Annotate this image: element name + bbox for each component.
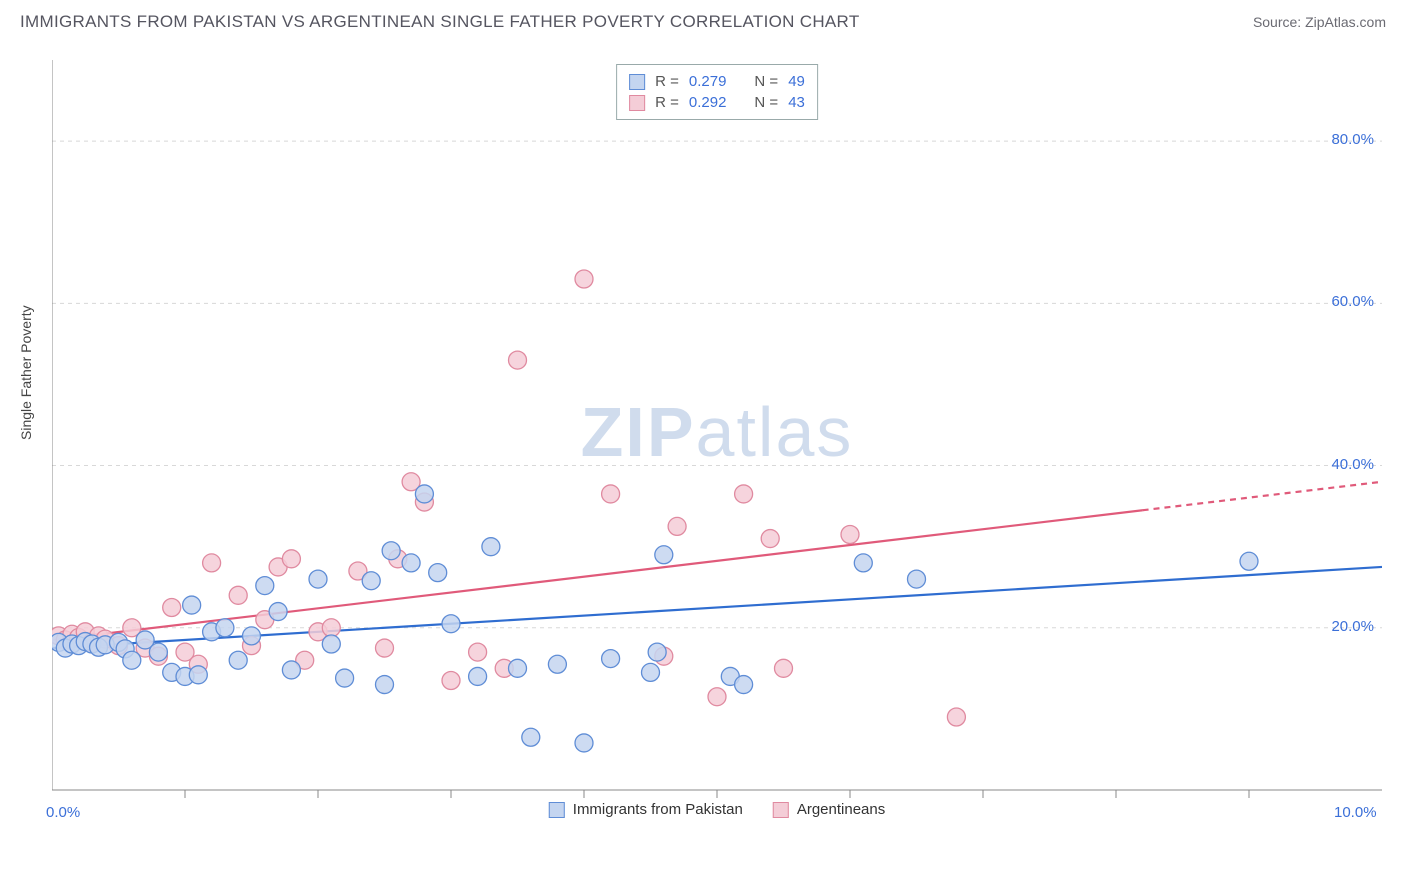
scatter-plot-svg (52, 60, 1382, 820)
legend-swatch-icon (773, 802, 789, 818)
legend-swatch-0 (629, 74, 645, 90)
r-value-1: 0.292 (689, 94, 727, 111)
y-tick-label: 80.0% (1331, 131, 1374, 148)
chart-header: IMMIGRANTS FROM PAKISTAN VS ARGENTINEAN … (0, 0, 1406, 40)
legend-label-0: Immigrants from Pakistan (573, 801, 743, 818)
legend-stats-box: R = 0.279 N = 49 R = 0.292 N = 43 (616, 64, 818, 120)
legend-stats-row-0: R = 0.279 N = 49 (629, 71, 805, 92)
n-value-0: 49 (788, 73, 805, 90)
bottom-legend: Immigrants from Pakistan Argentineans (549, 801, 885, 818)
y-tick-label: 20.0% (1331, 618, 1374, 635)
legend-swatch-icon (549, 802, 565, 818)
x-tick-label: 0.0% (46, 804, 80, 821)
bottom-legend-item-0: Immigrants from Pakistan (549, 801, 743, 818)
bottom-legend-item-1: Argentineans (773, 801, 885, 818)
n-value-1: 43 (788, 94, 805, 111)
y-axis-label: Single Father Poverty (18, 305, 34, 440)
legend-swatch-1 (629, 95, 645, 111)
chart-area: ZIPatlas R = 0.279 N = 49 R = 0.292 N = … (52, 60, 1382, 820)
r-value-0: 0.279 (689, 73, 727, 90)
y-tick-label: 60.0% (1331, 293, 1374, 310)
legend-label-1: Argentineans (797, 801, 885, 818)
legend-stats-row-1: R = 0.292 N = 43 (629, 92, 805, 113)
chart-title: IMMIGRANTS FROM PAKISTAN VS ARGENTINEAN … (20, 12, 860, 32)
x-tick-label: 10.0% (1334, 804, 1377, 821)
y-tick-label: 40.0% (1331, 456, 1374, 473)
chart-source: Source: ZipAtlas.com (1253, 14, 1386, 30)
